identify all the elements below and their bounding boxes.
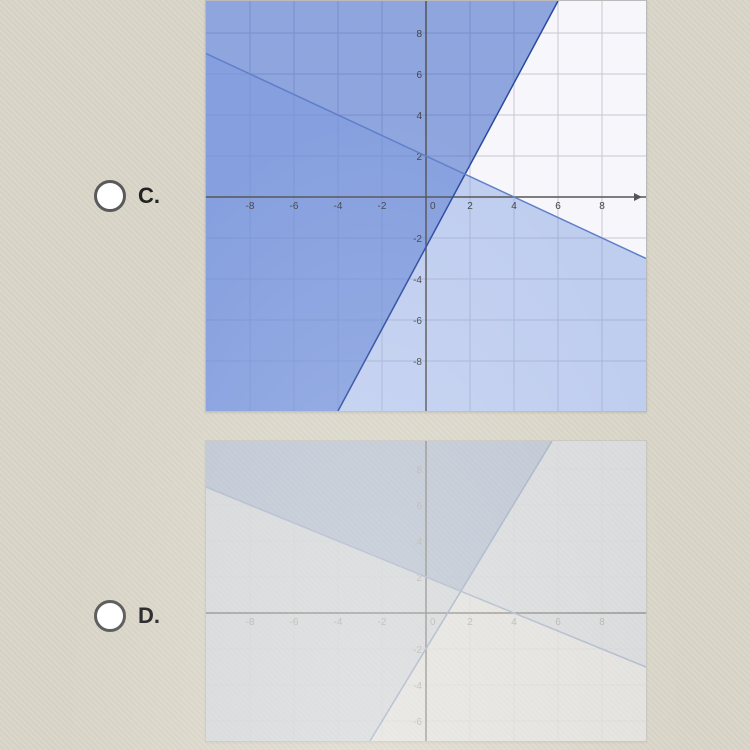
svg-text:2: 2	[467, 201, 473, 212]
svg-text:-4: -4	[413, 681, 422, 692]
chart-d-frame: -8 -6 -4 -2 0 2 4 6 8 8 6 4 2 -2 -4 -6	[205, 440, 647, 742]
radio-c[interactable]	[94, 180, 126, 212]
svg-text:-2: -2	[378, 201, 387, 212]
svg-text:8: 8	[599, 201, 605, 212]
svg-text:-8: -8	[413, 357, 422, 368]
option-d-label: D.	[138, 603, 160, 629]
svg-text:-2: -2	[378, 617, 387, 628]
svg-text:-8: -8	[246, 201, 255, 212]
svg-text:4: 4	[416, 537, 422, 548]
svg-text:4: 4	[416, 111, 422, 122]
svg-text:0: 0	[430, 201, 436, 212]
svg-text:-4: -4	[334, 617, 343, 628]
option-d-row[interactable]: D.	[94, 600, 160, 632]
svg-text:6: 6	[416, 70, 422, 81]
chart-c-frame: -8 -6 -4 -2 0 2 4 6 8 8 6 4 2 -2 -4 -6 -…	[205, 0, 647, 412]
svg-text:-6: -6	[413, 316, 422, 327]
svg-text:-2: -2	[413, 645, 422, 656]
chart-d-svg: -8 -6 -4 -2 0 2 4 6 8 8 6 4 2 -2 -4 -6	[206, 441, 646, 741]
svg-text:-4: -4	[334, 201, 343, 212]
svg-text:-8: -8	[246, 617, 255, 628]
svg-text:4: 4	[511, 201, 517, 212]
svg-text:2: 2	[467, 617, 473, 628]
svg-text:6: 6	[416, 501, 422, 512]
svg-text:0: 0	[430, 617, 436, 628]
option-c-label: C.	[138, 183, 160, 209]
svg-text:6: 6	[555, 617, 561, 628]
svg-text:-4: -4	[413, 275, 422, 286]
radio-d[interactable]	[94, 600, 126, 632]
svg-text:-6: -6	[290, 617, 299, 628]
svg-text:8: 8	[599, 617, 605, 628]
svg-text:-2: -2	[413, 234, 422, 245]
svg-text:8: 8	[416, 465, 422, 476]
svg-text:6: 6	[555, 201, 561, 212]
svg-text:4: 4	[511, 617, 517, 628]
option-c-row[interactable]: C.	[94, 180, 160, 212]
chart-c-svg: -8 -6 -4 -2 0 2 4 6 8 8 6 4 2 -2 -4 -6 -…	[206, 1, 646, 411]
svg-text:-6: -6	[413, 717, 422, 728]
svg-text:-6: -6	[290, 201, 299, 212]
svg-text:8: 8	[416, 29, 422, 40]
